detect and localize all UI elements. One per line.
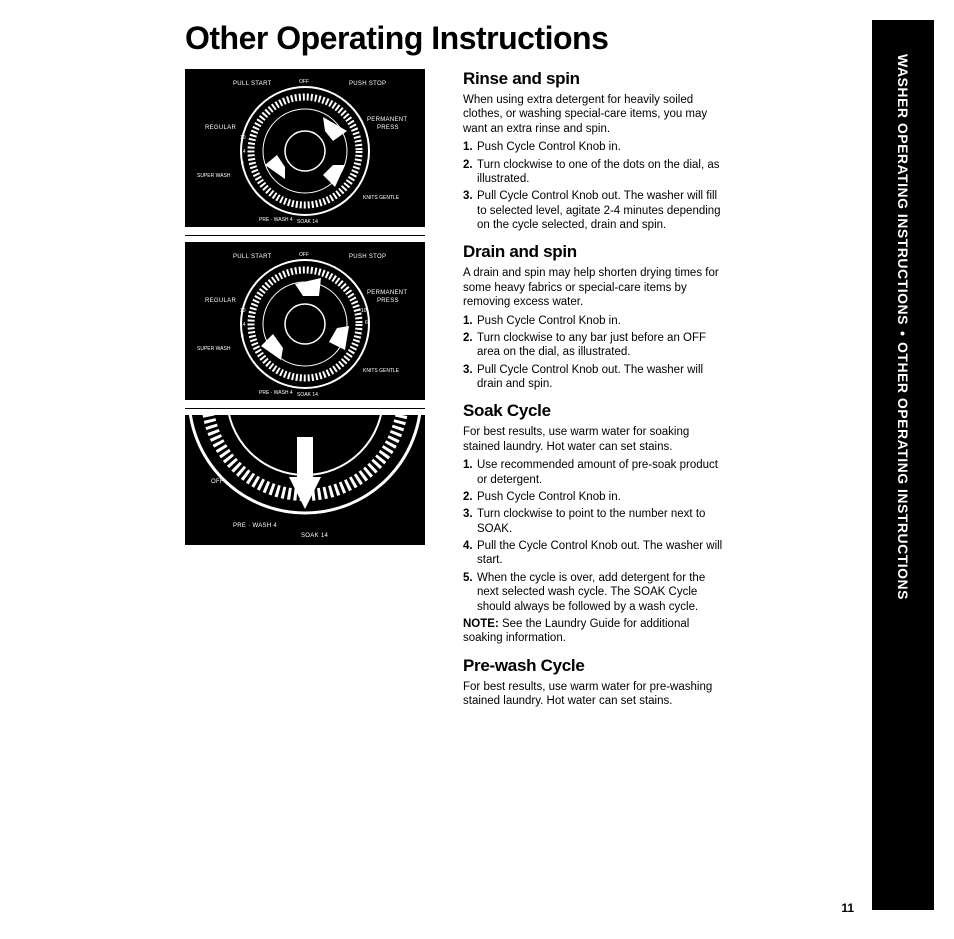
svg-text:14: 14: [240, 149, 246, 155]
svg-text:KNITS GENTLE: KNITS GENTLE: [363, 195, 400, 201]
step-item: Push Cycle Control Knob in.: [463, 314, 725, 328]
svg-text:10: 10: [361, 308, 367, 314]
svg-text:PRE · WASH 4: PRE · WASH 4: [259, 217, 293, 223]
section-rinse-spin: Rinse and spin When using extra detergen…: [463, 69, 725, 232]
svg-text:PUSH STOP: PUSH STOP: [349, 81, 386, 87]
svg-text:SUPER WASH: SUPER WASH: [197, 346, 231, 352]
svg-text:OFF: OFF: [211, 479, 224, 485]
step-item: Push Cycle Control Knob in.: [463, 140, 725, 154]
note-text: NOTE: See the Laundry Guide for addition…: [463, 617, 725, 646]
section-prewash: Pre-wash Cycle For best results, use war…: [463, 656, 725, 709]
svg-text:PRE · WASH 4: PRE · WASH 4: [259, 390, 293, 396]
step-item: Turn clockwise to point to the number ne…: [463, 507, 725, 536]
section-intro: For best results, use warm water for soa…: [463, 425, 725, 454]
section-intro: When using extra detergent for heavily s…: [463, 93, 725, 136]
step-item: When the cycle is over, add detergent fo…: [463, 571, 725, 614]
section-intro: A drain and spin may help shorten drying…: [463, 266, 725, 309]
step-list: Push Cycle Control Knob in. Turn clockwi…: [463, 314, 725, 392]
page-title: Other Operating Instructions: [185, 20, 954, 57]
text-column: Rinse and spin When using extra detergen…: [445, 69, 725, 718]
svg-text:6: 6: [365, 320, 368, 326]
svg-text:SOAK 14: SOAK 14: [301, 533, 328, 539]
step-item: Turn clockwise to any bar just before an…: [463, 331, 725, 360]
section-heading: Rinse and spin: [463, 69, 725, 89]
step-item: Turn clockwise to one of the dots on the…: [463, 158, 725, 187]
section-heading: Soak Cycle: [463, 401, 725, 421]
dial-rinse-spin-illustration: PULL START PUSH STOP OFF REGULAR PERMANE…: [185, 69, 425, 227]
page-number: 11: [841, 901, 854, 915]
svg-text:SOAK 14: SOAK 14: [297, 392, 318, 398]
svg-text:PULL START: PULL START: [233, 81, 272, 87]
svg-text:PRESS: PRESS: [377, 125, 399, 131]
svg-text:PRESS: PRESS: [377, 298, 399, 304]
svg-text:14: 14: [240, 322, 246, 328]
svg-text:OFF: OFF: [299, 79, 309, 85]
svg-text:10: 10: [240, 135, 246, 141]
svg-text:PERMANENT: PERMANENT: [367, 290, 407, 296]
svg-text:10: 10: [240, 308, 246, 314]
side-tab: WASHER OPERATING INSTRUCTIONS•OTHER OPER…: [872, 20, 934, 910]
section-heading: Pre-wash Cycle: [463, 656, 725, 676]
step-item: Use recommended amount of pre-soak produ…: [463, 458, 725, 487]
step-list: Use recommended amount of pre-soak produ…: [463, 458, 725, 614]
step-list: Push Cycle Control Knob in. Turn clockwi…: [463, 140, 725, 232]
section-intro: For best results, use warm water for pre…: [463, 680, 725, 709]
illustration-column: PULL START PUSH STOP OFF REGULAR PERMANE…: [185, 69, 445, 718]
section-soak: Soak Cycle For best results, use warm wa…: [463, 401, 725, 645]
svg-text:KNITS GENTLE: KNITS GENTLE: [363, 368, 400, 374]
svg-text:8: 8: [241, 161, 244, 167]
svg-text:REGULAR: REGULAR: [205, 298, 236, 304]
svg-text:PULL START: PULL START: [233, 254, 272, 260]
svg-text:PERMANENT: PERMANENT: [367, 117, 407, 123]
manual-page: Other Operating Instructions PULL START: [0, 0, 954, 939]
dial-soak-illustration: OFF PRE · WASH 4 SOAK 14: [185, 415, 425, 545]
dial-drain-spin-illustration: PULL START PUSH STOP OFF REGULAR PERMANE…: [185, 242, 425, 400]
content-columns: PULL START PUSH STOP OFF REGULAR PERMANE…: [185, 69, 725, 718]
section-heading: Drain and spin: [463, 242, 725, 262]
svg-text:REGULAR: REGULAR: [205, 125, 236, 131]
section-drain-spin: Drain and spin A drain and spin may help…: [463, 242, 725, 391]
svg-text:SUPER WASH: SUPER WASH: [197, 173, 231, 179]
svg-text:8: 8: [241, 334, 244, 340]
step-item: Pull Cycle Control Knob out. The washer …: [463, 189, 725, 232]
step-item: Pull the Cycle Control Knob out. The was…: [463, 539, 725, 568]
svg-text:OFF: OFF: [299, 252, 309, 258]
svg-text:SOAK 14: SOAK 14: [297, 219, 318, 225]
step-item: Pull Cycle Control Knob out. The washer …: [463, 363, 725, 392]
side-tab-text: WASHER OPERATING INSTRUCTIONS•OTHER OPER…: [872, 54, 934, 704]
step-item: Push Cycle Control Knob in.: [463, 490, 725, 504]
svg-text:PRE · WASH 4: PRE · WASH 4: [233, 523, 277, 529]
divider-line: [185, 408, 425, 409]
svg-text:PUSH STOP: PUSH STOP: [349, 254, 386, 260]
divider-line: [185, 235, 425, 236]
